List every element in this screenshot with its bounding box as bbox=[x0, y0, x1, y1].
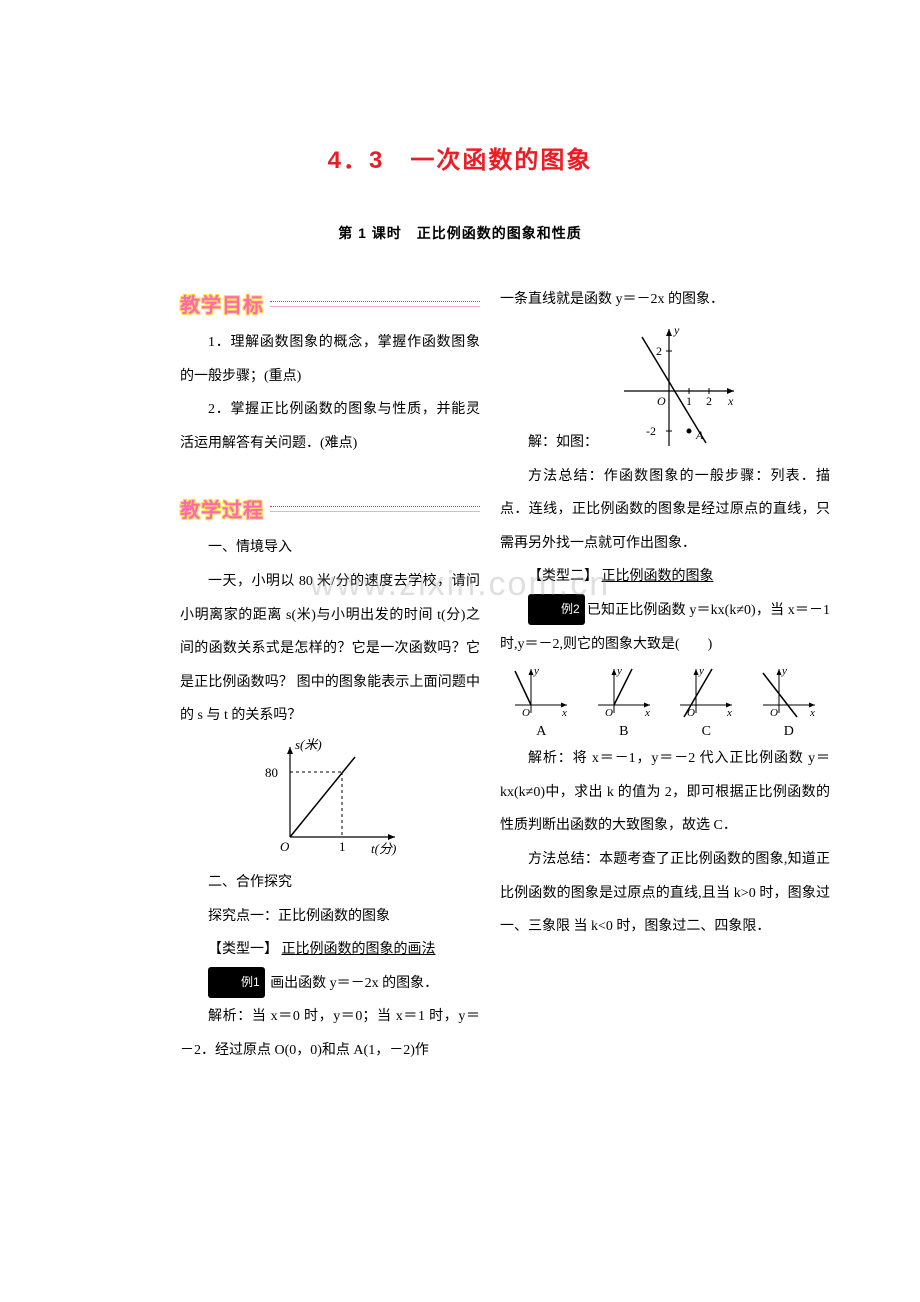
type-1-line: 【类型一】 正比例函数的图象的画法 bbox=[180, 933, 480, 967]
choice-c-label: C bbox=[665, 724, 748, 740]
type-2-label: 【类型二】 bbox=[528, 569, 598, 584]
section-1-title: 一、情境导入 bbox=[180, 531, 480, 565]
svg-text:A: A bbox=[695, 428, 704, 442]
svg-text:2: 2 bbox=[656, 344, 662, 358]
choice-b-label: B bbox=[583, 724, 666, 740]
svg-text:x: x bbox=[561, 707, 567, 719]
type-1-label: 【类型一】 bbox=[208, 942, 278, 957]
choice-a-label: A bbox=[500, 724, 583, 740]
heading-goal: 教学目标 bbox=[180, 289, 480, 318]
choice-c: O y x C bbox=[665, 663, 748, 740]
example-1-badge: 例1 bbox=[208, 967, 265, 998]
svg-text:x: x bbox=[727, 394, 734, 408]
example-1-text: 画出函数 y＝－2x 的图象． bbox=[267, 976, 439, 991]
svg-text:O: O bbox=[605, 707, 613, 719]
svg-text:O: O bbox=[687, 707, 695, 719]
svg-text:y: y bbox=[673, 323, 680, 337]
method-summary-1: 方法总结：作函数图象的一般步骤：列表．描点．连线，正比例函数的图象是经过原点的直… bbox=[500, 460, 830, 561]
svg-text:2: 2 bbox=[706, 394, 712, 408]
document-title: 4．3 一次函数的图象 bbox=[90, 140, 830, 175]
svg-text:O: O bbox=[657, 394, 666, 408]
explore-1-title: 探究点一：正比例函数的图象 bbox=[180, 900, 480, 934]
choice-b: O y x B bbox=[583, 663, 666, 740]
example-2-analysis: 解析：将 x＝－1，y＝－2 代入正比例函数 y＝kx(k≠0)中，求出 k 的… bbox=[500, 742, 830, 843]
svg-text:y: y bbox=[698, 665, 704, 677]
heading-goal-text: 教学目标 bbox=[180, 289, 264, 318]
goal-item-1: 1．理解函数图象的概念，掌握作函数图象的一般步骤；(重点) bbox=[180, 326, 480, 393]
svg-text:y: y bbox=[616, 665, 622, 677]
svg-text:O: O bbox=[770, 707, 778, 719]
example-1-line: 例1 画出函数 y＝－2x 的图象． bbox=[180, 967, 480, 1001]
y-tick-80: 80 bbox=[265, 765, 278, 780]
svg-text:x: x bbox=[809, 707, 815, 719]
x-tick-1: 1 bbox=[339, 839, 346, 854]
type-2-text: 正比例函数的图象 bbox=[602, 569, 714, 584]
example-2-line: 例2已知正比例函数 y＝kx(k≠0)，当 x＝－1 时,y＝－2,则它的图象大… bbox=[500, 594, 830, 661]
svg-text:1: 1 bbox=[686, 394, 692, 408]
example-2-badge: 例2 bbox=[528, 594, 585, 625]
heading-process-text: 教学过程 bbox=[180, 494, 264, 523]
solution-label: 解：如图： bbox=[500, 426, 598, 460]
method-summary-2: 方法总结：本题考查了正比例函数的图象,知道正比例函数的图象是过原点的直线,且当 … bbox=[500, 843, 830, 944]
continuation-text: 一条直线就是函数 y＝－2x 的图象． bbox=[500, 283, 830, 317]
left-column: 教学目标 1．理解函数图象的概念，掌握作函数图象的一般步骤；(重点) 2．掌握正… bbox=[180, 283, 480, 1068]
svg-text:x: x bbox=[644, 707, 650, 719]
y-axis-label: s(米) bbox=[295, 737, 322, 752]
x-axis-label: t(分) bbox=[371, 841, 396, 856]
type-1-text: 正比例函数的图象的画法 bbox=[282, 942, 436, 957]
section-1-body: 一天，小明以 80 米/分的速度去学校，请问小明离家的距离 s(米)与小明出发的… bbox=[180, 565, 480, 733]
goal-item-2: 2．掌握正比例函数的图象与性质，并能灵活运用解答有关问题．(难点) bbox=[180, 393, 480, 460]
svg-text:y: y bbox=[533, 665, 539, 677]
choice-d: O y x D bbox=[748, 663, 831, 740]
origin-label: O bbox=[280, 839, 290, 854]
choice-graph-row: O y x A O y x bbox=[500, 663, 830, 740]
svg-text:-2: -2 bbox=[646, 424, 656, 438]
heading-goal-rule bbox=[270, 301, 480, 307]
figure-y-minus-2x: O 1 2 2 -2 A y x bbox=[614, 321, 830, 456]
lesson-subtitle: 第 1 课时 正比例函数的图象和性质 bbox=[90, 223, 830, 243]
example-1-analysis: 解析：当 x＝0 时，y＝0；当 x＝1 时，y＝－2．经过原点 O(0，0)和… bbox=[180, 1000, 480, 1067]
svg-text:O: O bbox=[522, 707, 530, 719]
figure-st-graph: 80 1 O s(米) t(分) bbox=[180, 737, 480, 862]
section-2-title: 二、合作探究 bbox=[180, 866, 480, 900]
type-2-line: 【类型二】 正比例函数的图象 bbox=[500, 560, 830, 594]
choice-d-label: D bbox=[748, 724, 831, 740]
heading-process-rule bbox=[270, 506, 480, 512]
svg-text:x: x bbox=[726, 707, 732, 719]
heading-process: 教学过程 bbox=[180, 494, 480, 523]
svg-text:y: y bbox=[781, 665, 787, 677]
choice-a: O y x A bbox=[500, 663, 583, 740]
right-column: 一条直线就是函数 y＝－2x 的图象． 解：如图： bbox=[500, 283, 830, 1068]
